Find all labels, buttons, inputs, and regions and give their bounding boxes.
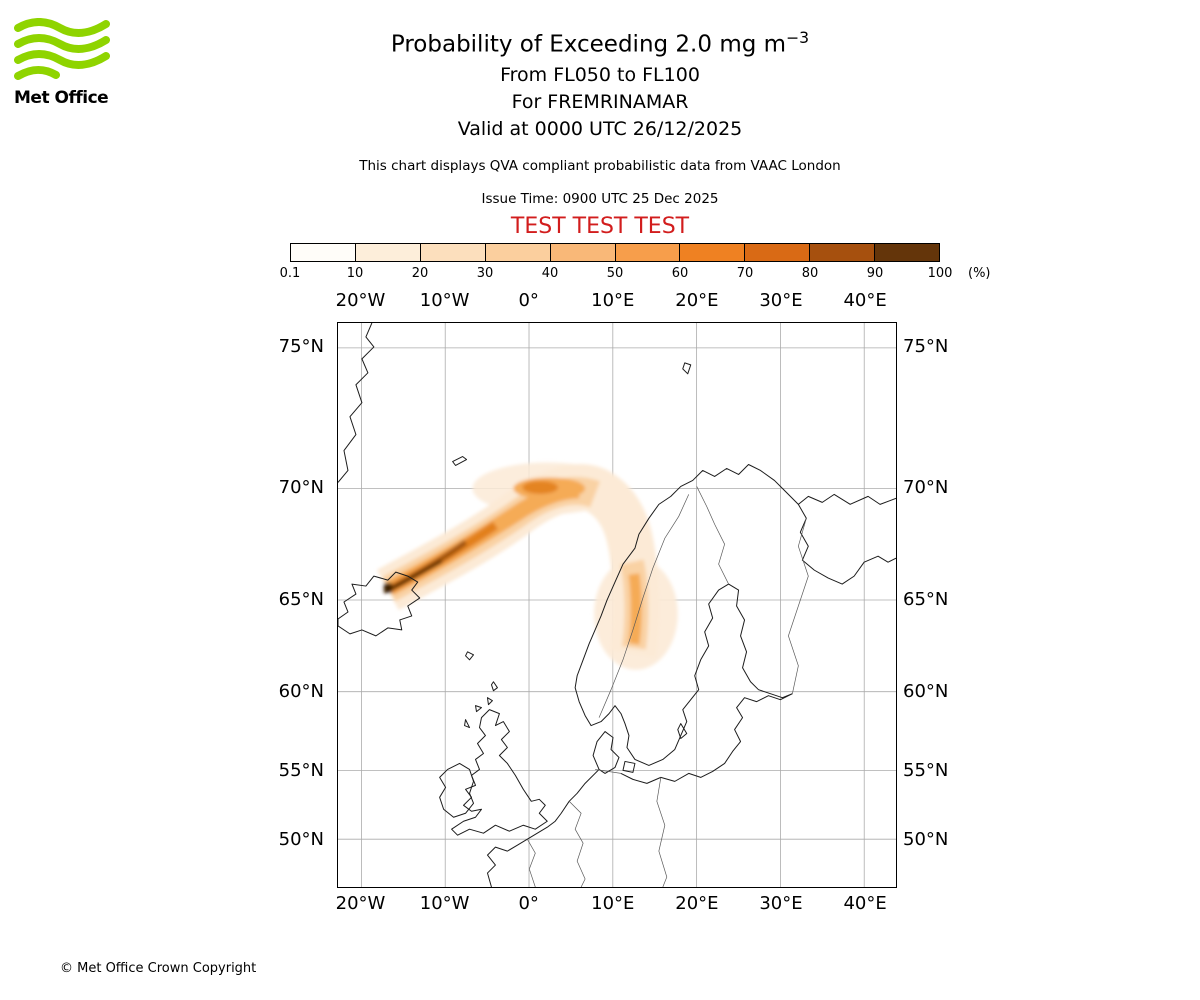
colorbar-tick-label: 60 [671,266,689,281]
country-borders [527,486,809,887]
colorbar-tick-label: 50 [606,266,624,281]
map-svg [338,323,896,887]
colorbar-tick-label: 0.1 [279,266,301,281]
colorbar-tick-label: 10 [346,266,364,281]
logo-text: Met Office [14,88,109,108]
lat-label: 60°N [903,681,949,702]
lat-label: 65°N [278,589,324,610]
test-banner: TEST TEST TEST [510,214,690,239]
lat-label: 50°N [278,829,324,850]
subtitle-volcano: For FREMRINAMAR [511,91,689,113]
colorbar-cell [745,244,811,261]
subtitle-valid-time: Valid at 0000 UTC 26/12/2025 [457,118,743,140]
lat-label: 55°N [278,760,324,781]
colorbar-tick-label: 20 [411,266,429,281]
lon-label: 10°W [419,290,470,311]
lon-label: 10°E [591,290,635,311]
lat-labels-left: 75°N 70°N 65°N 60°N 55°N 50°N [240,322,328,888]
colorbar-tick-label: 40 [541,266,559,281]
lat-label: 70°N [903,477,949,498]
colorbar-unit: (%) [968,266,991,281]
met-office-logo: Met Office [14,18,110,114]
colorbar-tick-label: 70 [736,266,754,281]
graticule [338,323,896,887]
colorbar-tick-label: 90 [866,266,884,281]
lon-labels-top: 20°W 10°W 0° 10°E 20°E 30°E 40°E [335,290,897,312]
copyright-notice: © Met Office Crown Copyright [60,961,257,976]
colorbar-tick-label: 30 [476,266,494,281]
page-title: Probability of Exceeding 2.0 mg m−3 [0,28,1200,58]
lon-label: 40°E [843,893,887,914]
colorbar-cell [875,244,940,261]
lat-label: 50°N [903,829,949,850]
lat-label: 75°N [903,336,949,357]
colorbar-cell [550,244,616,261]
colorbar-cell [485,244,551,261]
colorbar-tick-label: 80 [801,266,819,281]
lon-label: 40°E [843,290,887,311]
colorbar-ticks: 0.1 10 20 30 40 50 60 70 80 90 100 [280,266,953,282]
lon-label: 30°E [759,893,803,914]
map-area [337,322,897,888]
lon-label: 30°E [759,290,803,311]
lat-label: 75°N [278,336,324,357]
colorbar-tick-label: 100 [927,266,953,281]
lat-label: 60°N [278,681,324,702]
logo-waves-icon [14,18,110,80]
coastlines [338,323,896,887]
lon-label: 10°E [591,893,635,914]
subtitle-flight-levels: From FL050 to FL100 [500,64,700,86]
lon-label: 0° [518,290,539,311]
colorbar-cell [680,244,746,261]
lon-label: 20°E [675,290,719,311]
colorbar-cell [355,244,421,261]
qva-note: This chart displays QVA compliant probab… [359,158,841,174]
colorbar-cells [290,243,940,262]
lat-labels-right: 75°N 70°N 65°N 60°N 55°N 50°N [903,322,991,888]
colorbar-cell [615,244,681,261]
colorbar-cell [291,244,356,261]
title-main: Probability of Exceeding 2.0 mg m [390,31,787,58]
lat-label: 55°N [903,760,949,781]
colorbar-cell [420,244,486,261]
lon-label: 20°E [675,893,719,914]
issue-time: Issue Time: 0900 UTC 25 Dec 2025 [481,191,719,207]
lon-label: 20°W [335,290,386,311]
lon-label: 20°W [335,893,386,914]
ash-plume [376,462,678,670]
lon-labels-bottom: 20°W 10°W 0° 10°E 20°E 30°E 40°E [335,893,897,915]
lat-label: 65°N [903,589,949,610]
lat-label: 70°N [278,477,324,498]
colorbar-cell [810,244,876,261]
lon-label: 0° [518,893,539,914]
title-superscript: −3 [786,28,810,47]
lon-label: 10°W [419,893,470,914]
